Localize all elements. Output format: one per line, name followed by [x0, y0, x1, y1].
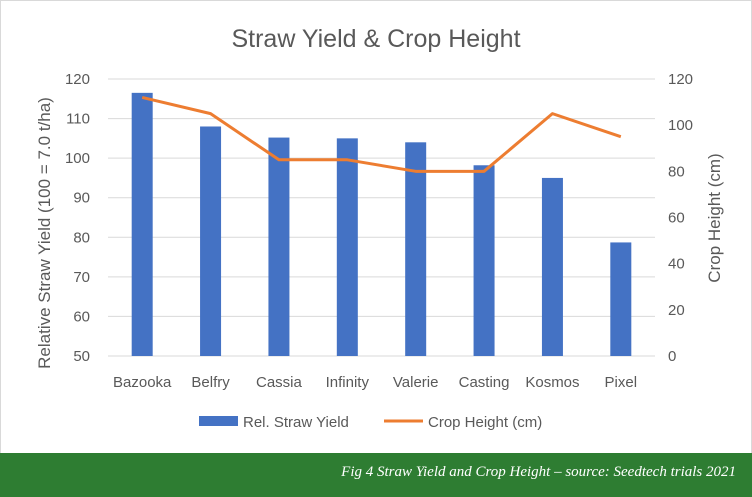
crop-height-line — [141, 96, 622, 173]
y2-tick-label: 120 — [668, 71, 693, 88]
left-axis-ticks: 50 60 70 80 90 100 110 120 — [65, 71, 90, 365]
y2-tick-label: 20 — [668, 302, 685, 319]
category-label: Pixel — [605, 374, 638, 391]
category-axis-ticks: Bazooka Belfry Cassia Infinity Valerie Castin… — [113, 374, 637, 391]
bar — [405, 142, 427, 356]
bar — [200, 126, 222, 356]
y2-tick-label: 60 — [668, 210, 685, 227]
y-tick-label: 50 — [73, 348, 90, 365]
bar — [610, 242, 632, 356]
legend-line-label: Crop Height (cm) — [428, 414, 542, 431]
y2-tick-label: 100 — [668, 117, 693, 134]
bar-series — [131, 92, 632, 356]
right-axis-ticks: 0 20 40 60 80 100 120 — [668, 71, 693, 365]
category-label: Infinity — [326, 374, 370, 391]
legend-bar-label: Rel. Straw Yield — [243, 414, 349, 431]
bar — [131, 92, 153, 356]
combo-chart: Straw Yield & Crop Height 50 60 70 80 90 100 1… — [35, 25, 724, 431]
y-tick-label: 110 — [66, 111, 90, 128]
category-label: Valerie — [393, 374, 439, 391]
left-axis-title: Relative Straw Yield (100 = 7.0 t/ha) — [35, 97, 54, 369]
legend-bar-swatch — [199, 416, 238, 426]
bar — [336, 138, 358, 356]
y2-tick-label: 80 — [668, 163, 685, 180]
y-tick-label: 60 — [73, 308, 90, 325]
legend: Rel. Straw Yield Crop Height (cm) — [199, 414, 542, 431]
bar — [268, 137, 290, 356]
bar — [541, 177, 563, 356]
category-label: Casting — [459, 374, 510, 391]
y-tick-label: 70 — [73, 269, 90, 286]
category-label: Bazooka — [113, 374, 172, 391]
caption-text: Fig 4 Straw Yield and Crop Height – sour… — [341, 464, 736, 480]
category-label: Cassia — [256, 374, 303, 391]
y-tick-label: 80 — [73, 229, 90, 246]
caption-bar: Fig 4 Straw Yield and Crop Height – sour… — [0, 453, 752, 497]
category-label: Belfry — [191, 374, 230, 391]
y-tick-label: 120 — [65, 71, 90, 88]
bar — [473, 165, 495, 356]
right-axis-title: Crop Height (cm) — [705, 153, 724, 282]
line-series — [141, 96, 622, 173]
y-tick-label: 90 — [73, 190, 90, 207]
y-tick-label: 100 — [65, 150, 90, 167]
y2-tick-label: 40 — [668, 256, 685, 273]
chart-title: Straw Yield & Crop Height — [231, 25, 520, 53]
y2-tick-label: 0 — [668, 348, 676, 365]
category-label: Kosmos — [525, 374, 579, 391]
